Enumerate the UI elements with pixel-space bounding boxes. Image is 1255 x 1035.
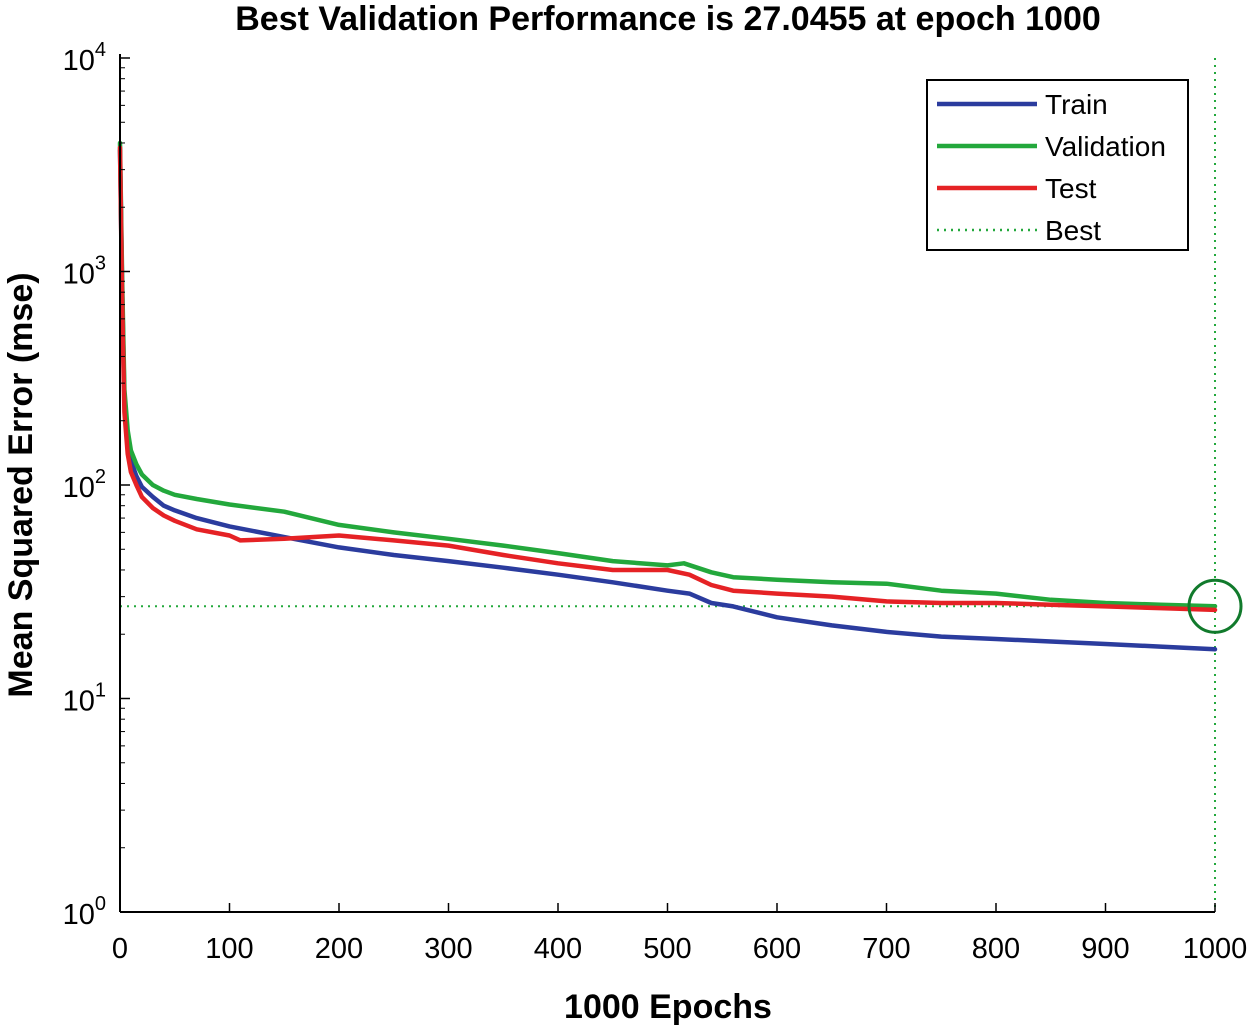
x-tick-label: 100 xyxy=(205,933,253,965)
y-axis-label: Mean Squared Error (mse) xyxy=(2,272,40,697)
x-tick-label: 0 xyxy=(112,933,128,965)
x-tick-label: 200 xyxy=(315,933,363,965)
best-point-marker xyxy=(1187,578,1243,634)
y-tick-label: 101 xyxy=(63,680,106,718)
y-tick-label: 103 xyxy=(63,253,106,291)
series-line-train xyxy=(117,147,1218,652)
x-axis-label: 1000 Epochs xyxy=(564,988,772,1026)
series-line-validation xyxy=(117,140,1218,609)
axes: 0 100 200 300 400 500 600 700 800 900 100010010110… xyxy=(63,39,1248,965)
legend-label-validation: Validation xyxy=(1045,131,1166,162)
x-tick-label: 900 xyxy=(1081,933,1129,965)
x-tick-label: 300 xyxy=(424,933,472,965)
legend-box xyxy=(926,79,1189,251)
y-tick-label: 100 xyxy=(63,893,106,931)
plot-area xyxy=(117,58,1243,912)
x-tick-label: 400 xyxy=(534,933,582,965)
legend-label-train: Train xyxy=(1045,89,1108,120)
legend-label-test: Test xyxy=(1045,173,1097,204)
series-line-test xyxy=(117,145,1218,613)
x-tick-label: 1000 xyxy=(1183,933,1248,965)
x-tick-label: 800 xyxy=(972,933,1020,965)
legend-label-best: Best xyxy=(1045,215,1101,246)
legend: Train Validation Test Best xyxy=(926,79,1189,251)
y-tick-label: 102 xyxy=(63,466,106,504)
x-tick-label: 500 xyxy=(643,933,691,965)
chart-title: Best Validation Performance is 27.0455 a… xyxy=(235,0,1101,38)
x-tick-label: 700 xyxy=(862,933,910,965)
x-tick-label: 600 xyxy=(753,933,801,965)
y-tick-label: 104 xyxy=(63,39,106,77)
